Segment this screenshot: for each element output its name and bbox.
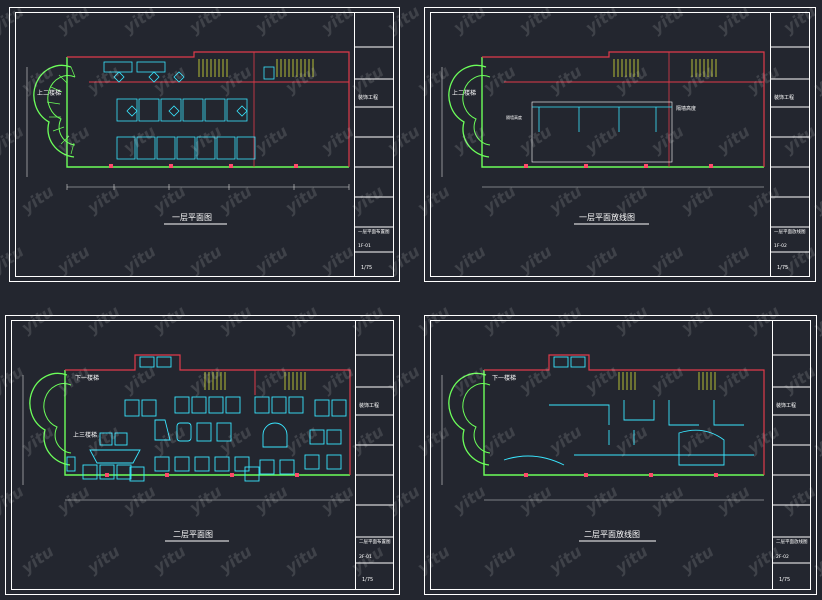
- stair-label: 下一楼梯: [75, 374, 99, 382]
- drawing-scale: 1/75: [361, 265, 372, 271]
- plan-title: 二层平面放线图: [584, 529, 640, 539]
- title-block: 装饰工程 一层平面布置图 1F-01 1/75: [354, 12, 394, 277]
- sheet-frame: [5, 315, 400, 595]
- sheet-frame: [424, 7, 816, 282]
- sheet-4-drawing: 装饰工程 二层平面放线图 2F-02 1/75 下一楼梯: [424, 315, 817, 595]
- company-name: 装饰工程: [774, 94, 794, 101]
- stair-label: 上二楼梯: [452, 89, 476, 97]
- stair-label-2: 上三楼梯: [73, 431, 97, 439]
- furniture: [66, 356, 347, 482]
- floor-plan: 上二楼梯: [26, 51, 350, 190]
- company-name: 装饰工程: [359, 402, 379, 409]
- drawing-name: 一层平面布置图: [358, 228, 390, 235]
- floor-plan: 下一楼梯: [441, 354, 765, 501]
- sheet-3: 装饰工程 二层平面布置图 2F-01 1/75 下一楼梯 上三楼梯: [5, 315, 400, 595]
- drawing-number: 2F-02: [776, 554, 789, 560]
- sheet-2: 装饰工程 一层平面放线图 1F-02 1/75 上二楼: [424, 7, 816, 282]
- plan-title: 二层平面图: [173, 530, 213, 539]
- sheet-2-drawing: 装饰工程 一层平面放线图 1F-02 1/75 上二楼: [424, 7, 816, 282]
- sheet-frame: [9, 7, 400, 282]
- floor-plan: 上二楼梯 隔墙高度 隔墙高度: [441, 51, 765, 188]
- drawing-scale: 1/75: [362, 577, 373, 583]
- stair-label: 上二楼梯: [37, 89, 61, 97]
- sheet-frame: [424, 315, 817, 595]
- spiral-stair: 上二楼梯: [448, 64, 491, 158]
- spiral-stair: 上二楼梯: [33, 64, 76, 158]
- sheet-1: 装饰工程 一层平面布置图 1F-01 1/75: [9, 7, 400, 282]
- drawing-name: 二层平面放线图: [776, 538, 808, 545]
- drawing-name: 一层平面放线图: [774, 228, 806, 235]
- sheet-3-drawing: 装饰工程 二层平面布置图 2F-01 1/75 下一楼梯 上三楼梯: [5, 315, 400, 595]
- plan-title: 一层平面图: [172, 213, 212, 222]
- drawing-number: 1F-02: [774, 243, 787, 249]
- title-block: 装饰工程 二层平面放线图 2F-02 1/75: [772, 320, 811, 590]
- company-name: 装饰工程: [358, 94, 378, 101]
- wall-annotation: 隔墙高度: [506, 114, 522, 120]
- wall-note: 隔墙高度: [676, 105, 696, 112]
- drawing-name: 二层平面布置图: [359, 538, 391, 545]
- furniture: [103, 61, 275, 160]
- floor-plan: 下一楼梯 上三楼梯: [22, 354, 351, 501]
- sheet-1-drawing: 装饰工程 一层平面布置图 1F-01 1/75: [9, 7, 400, 282]
- spiral-stair: 下一楼梯: [448, 372, 516, 466]
- spiral-stair: 下一楼梯 上三楼梯: [29, 372, 99, 466]
- title-block: 装饰工程 一层平面放线图 1F-02 1/75: [770, 12, 810, 277]
- stair-label: 下一楼梯: [492, 374, 516, 382]
- plan-title: 一层平面放线图: [579, 212, 635, 222]
- drawing-scale: 1/75: [779, 577, 790, 583]
- drawing-number: 2F-01: [359, 554, 372, 560]
- title-block: 装饰工程 二层平面布置图 2F-01 1/75: [355, 320, 394, 590]
- drawing-scale: 1/75: [777, 265, 788, 271]
- sheet-4: 装饰工程 二层平面放线图 2F-02 1/75 下一楼梯: [424, 315, 817, 595]
- company-name: 装饰工程: [776, 402, 796, 409]
- drawing-number: 1F-01: [358, 243, 371, 249]
